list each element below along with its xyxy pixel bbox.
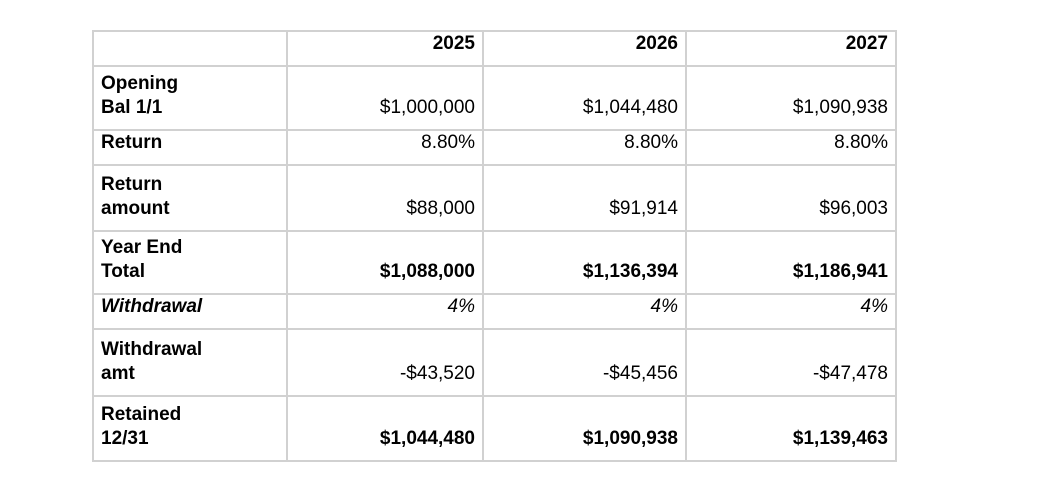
row-label-return-rate: Return: [92, 129, 288, 166]
row-label-line: Withdrawal: [101, 296, 203, 317]
cell-retained-balance-2026: $1,090,938: [482, 395, 687, 462]
cell-year-end-total-2027: $1,186,941: [685, 230, 897, 295]
row-label-opening-balance: Opening Bal 1/1: [92, 65, 288, 131]
row-label-line: amount: [101, 198, 170, 219]
cell-retained-balance-2027: $1,139,463: [685, 395, 897, 462]
row-label-line: amt: [101, 363, 135, 384]
row-retained-balance: Retained 12/31 $1,044,480 $1,090,938 $1,…: [92, 395, 897, 462]
cell-retained-balance-2025: $1,044,480: [286, 395, 484, 462]
row-label-line: Retained: [101, 404, 182, 425]
cell-withdrawal-amount-2025: -$43,520: [286, 328, 484, 397]
row-withdrawal-amount: Withdrawal amt -$43,520 -$45,456 -$47,47…: [92, 328, 897, 397]
row-label-line: Withdrawal: [101, 339, 203, 360]
cell-return-amount-2027: $96,003: [685, 164, 897, 232]
row-label-withdrawal-amount: Withdrawal amt: [92, 328, 288, 397]
header-cell-2025: 2025: [286, 30, 484, 67]
row-label-year-end-total: Year End Total: [92, 230, 288, 295]
cell-opening-balance-2026: $1,044,480: [482, 65, 687, 131]
header-cell-2027: 2027: [685, 30, 897, 67]
cell-withdrawal-rate-2025: 4%: [286, 293, 484, 330]
cell-withdrawal-amount-2027: -$47,478: [685, 328, 897, 397]
row-label-retained-balance: Retained 12/31: [92, 395, 288, 462]
row-label-withdrawal-rate: Withdrawal: [92, 293, 288, 330]
row-opening-balance: Opening Bal 1/1 $1,000,000 $1,044,480 $1…: [92, 65, 897, 131]
cell-year-end-total-2026: $1,136,394: [482, 230, 687, 295]
cell-withdrawal-rate-2026: 4%: [482, 293, 687, 330]
header-row: 2025 2026 2027: [92, 30, 897, 67]
header-cell-empty: [92, 30, 288, 67]
row-label-line: Year End: [101, 237, 183, 258]
row-label-line: Opening: [101, 73, 179, 94]
cell-return-amount-2025: $88,000: [286, 164, 484, 232]
row-return-amount: Return amount $88,000 $91,914 $96,003: [92, 164, 897, 232]
header-cell-2026: 2026: [482, 30, 687, 67]
cell-return-amount-2026: $91,914: [482, 164, 687, 232]
cell-return-rate-2026: 8.80%: [482, 129, 687, 166]
cell-opening-balance-2025: $1,000,000: [286, 65, 484, 131]
row-label-line: Total: [101, 261, 145, 282]
row-label-return-amount: Return amount: [92, 164, 288, 232]
row-label-line: Return: [101, 132, 163, 153]
row-return-rate: Return 8.80% 8.80% 8.80%: [92, 129, 897, 166]
row-label-line: Return: [101, 174, 163, 195]
row-label-line: Bal 1/1: [101, 97, 163, 118]
cell-return-rate-2027: 8.80%: [685, 129, 897, 166]
cell-opening-balance-2027: $1,090,938: [685, 65, 897, 131]
cell-withdrawal-amount-2026: -$45,456: [482, 328, 687, 397]
row-label-line: 12/31: [101, 428, 149, 449]
cell-year-end-total-2025: $1,088,000: [286, 230, 484, 295]
cell-return-rate-2025: 8.80%: [286, 129, 484, 166]
row-year-end-total: Year End Total $1,088,000 $1,136,394 $1,…: [92, 230, 897, 295]
cell-withdrawal-rate-2027: 4%: [685, 293, 897, 330]
row-withdrawal-rate: Withdrawal 4% 4% 4%: [92, 293, 897, 330]
financial-projection-table: 2025 2026 2027 Opening Bal 1/1 $1,000,00…: [92, 30, 897, 462]
